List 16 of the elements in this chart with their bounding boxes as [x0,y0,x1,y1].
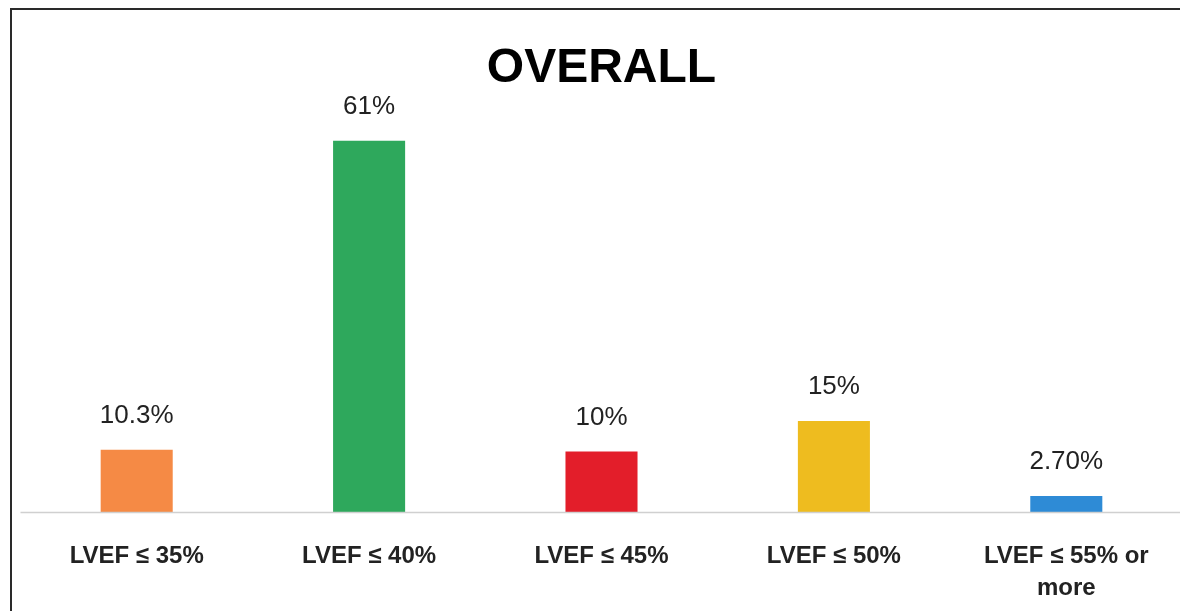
bar [565,451,638,513]
bar [1030,496,1103,513]
x-tick-label: LVEF ≤ 35% [69,540,204,568]
x-tick-label: LVEF ≤ 40% [302,540,437,568]
x-tick-label: LVEF ≤ 50% [766,540,901,568]
chart-title: OVERALL [486,38,717,92]
data-label: 10.3% [99,398,174,429]
data-label: 61% [343,89,396,120]
bar [797,421,870,513]
bar [333,140,406,513]
bar [100,449,173,513]
data-label: 10% [575,400,628,431]
x-tick-label: LVEF ≤ 45% [534,540,669,568]
data-label: 2.70% [1029,445,1104,476]
data-label: 15% [807,370,860,401]
x-tick-label: LVEF ≤ 55% or more [983,540,1149,600]
